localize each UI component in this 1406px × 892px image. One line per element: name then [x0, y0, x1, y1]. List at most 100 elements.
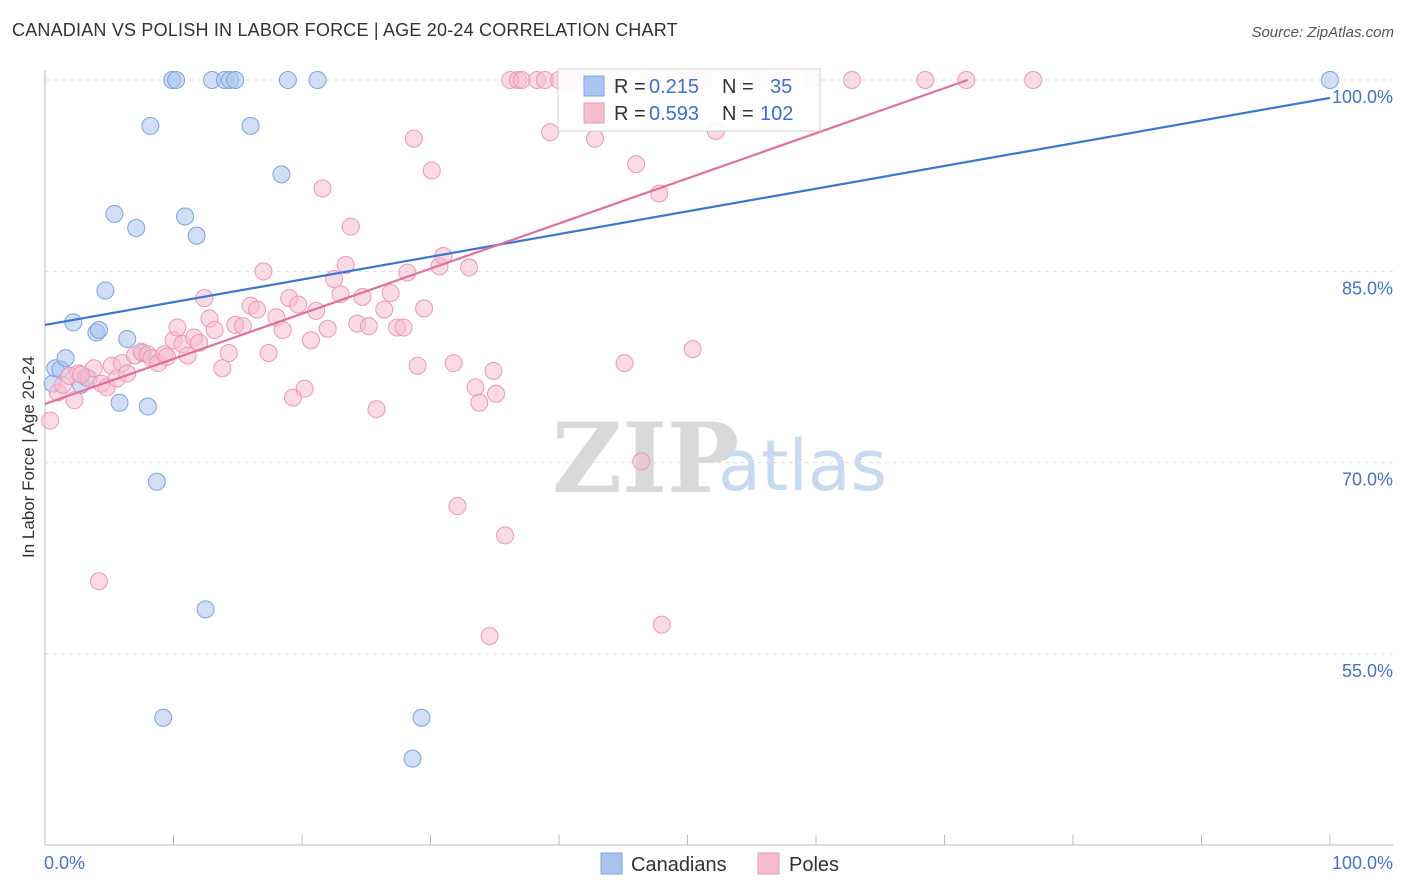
point-canadians-16 — [141, 116, 160, 135]
point-poles-43 — [301, 331, 320, 350]
point-poles-97 — [683, 340, 702, 359]
y-tick-label-3: 100.0% — [1332, 87, 1393, 107]
point-canadians-11 — [110, 393, 129, 412]
point-canadians-10 — [105, 204, 124, 223]
point-canadians-34 — [1321, 71, 1339, 89]
legend-n-value-poles: 102 — [760, 103, 793, 125]
point-canadians-17 — [147, 472, 166, 491]
point-poles-36 — [259, 343, 278, 362]
legend-swatch-canadians — [583, 75, 605, 97]
series-legend-label-canadians: Canadians — [631, 854, 727, 876]
point-poles-68 — [460, 258, 479, 277]
point-canadians-3 — [56, 349, 75, 368]
point-poles-53 — [359, 317, 378, 336]
legend-n-label-poles: N = — [722, 103, 754, 125]
legend-n-value-canadians: 35 — [770, 76, 792, 98]
point-canadians-20 — [167, 71, 186, 89]
point-poles-55 — [375, 300, 394, 319]
point-canadians-9 — [96, 281, 115, 300]
point-canadians-4 — [64, 313, 83, 332]
point-canadians-22 — [187, 226, 206, 245]
point-poles-107 — [652, 615, 671, 634]
point-poles-29 — [213, 359, 232, 378]
point-canadians-27 — [226, 71, 245, 89]
series-legend-label-poles: Poles — [789, 854, 839, 876]
point-poles-90 — [632, 452, 651, 471]
point-canadians-28 — [241, 116, 260, 135]
y-axis-title: In Labor Force | Age 20-24 — [19, 356, 38, 558]
point-poles-106 — [1024, 71, 1043, 89]
point-canadians-18 — [154, 708, 173, 727]
legend-r-label-canadians: R = — [614, 76, 646, 98]
series-legend-swatch-poles — [757, 852, 780, 875]
point-canadians-13 — [127, 218, 146, 237]
axes — [44, 70, 1393, 846]
point-poles-25 — [190, 333, 209, 352]
point-canadians-12 — [118, 329, 137, 348]
point-poles-28 — [205, 321, 224, 340]
point-poles-73 — [496, 526, 515, 545]
point-canadians-30 — [278, 71, 297, 89]
point-poles-85 — [585, 129, 604, 148]
point-poles-66 — [444, 354, 463, 373]
trend-line-canadians — [44, 96, 1331, 326]
legend-r-value-canadians: 0.215 — [649, 76, 699, 98]
point-poles-30 — [219, 343, 238, 362]
trend-lines — [44, 78, 1331, 406]
point-poles-0 — [41, 411, 60, 430]
point-poles-34 — [248, 300, 267, 319]
point-poles-35 — [254, 262, 273, 281]
watermark-atlas: atlas — [718, 425, 887, 507]
point-poles-58 — [394, 318, 413, 337]
gridlines — [45, 79, 1393, 655]
legend-r-label-poles: R = — [614, 103, 646, 125]
point-poles-76 — [512, 71, 531, 89]
point-poles-109 — [89, 572, 108, 591]
point-poles-41 — [289, 295, 308, 314]
point-poles-89 — [627, 155, 646, 174]
point-poles-111 — [158, 347, 177, 366]
point-poles-61 — [408, 356, 427, 375]
series-legend-swatch-canadians — [600, 852, 623, 875]
legend-r-value-poles: 0.593 — [649, 103, 699, 125]
point-canadians-29 — [272, 165, 291, 184]
point-canadians-15 — [138, 397, 157, 416]
legend-swatch-poles — [583, 102, 605, 124]
source-credit: Source: ZipAtlas.com — [1251, 24, 1394, 41]
y-tick-label-0: 55.0% — [1342, 661, 1393, 681]
point-poles-52 — [353, 287, 372, 306]
point-poles-79 — [541, 123, 560, 142]
point-canadians-8 — [89, 321, 108, 340]
point-poles-71 — [484, 361, 503, 380]
point-poles-50 — [341, 217, 360, 236]
point-poles-72 — [487, 384, 506, 403]
point-canadians-33 — [403, 749, 422, 768]
point-poles-88 — [615, 354, 634, 373]
x-tick-label-min: 0.0% — [44, 853, 85, 873]
point-poles-103 — [842, 71, 861, 89]
point-poles-69 — [466, 378, 485, 397]
y-tick-label-2: 85.0% — [1342, 278, 1393, 298]
point-poles-70 — [470, 393, 489, 412]
point-poles-60 — [404, 129, 423, 148]
point-poles-62 — [415, 299, 434, 318]
point-poles-38 — [273, 321, 292, 340]
y-tick-labels: 55.0% 70.0% 85.0% 100.0% — [1332, 87, 1393, 681]
point-poles-46 — [318, 319, 337, 338]
trend-line-poles — [44, 78, 968, 406]
point-poles-54 — [367, 400, 386, 419]
point-poles-45 — [313, 179, 332, 198]
watermark: ZIP atlas — [552, 402, 887, 515]
point-poles-42 — [295, 379, 314, 398]
legend-n-label-canadians: N = — [722, 76, 754, 98]
point-poles-63 — [422, 161, 441, 180]
chart-title: CANADIAN VS POLISH IN LABOR FORCE | AGE … — [12, 20, 678, 40]
stats-legend: R = 0.215 N = 35 R = 0.593 N = 102 — [557, 68, 821, 132]
x-tick-label-max: 100.0% — [1332, 853, 1393, 873]
point-poles-110 — [71, 365, 90, 384]
point-poles-67 — [448, 497, 467, 516]
point-poles-56 — [381, 284, 400, 303]
point-canadians-21 — [176, 207, 195, 226]
point-poles-21 — [168, 318, 187, 337]
